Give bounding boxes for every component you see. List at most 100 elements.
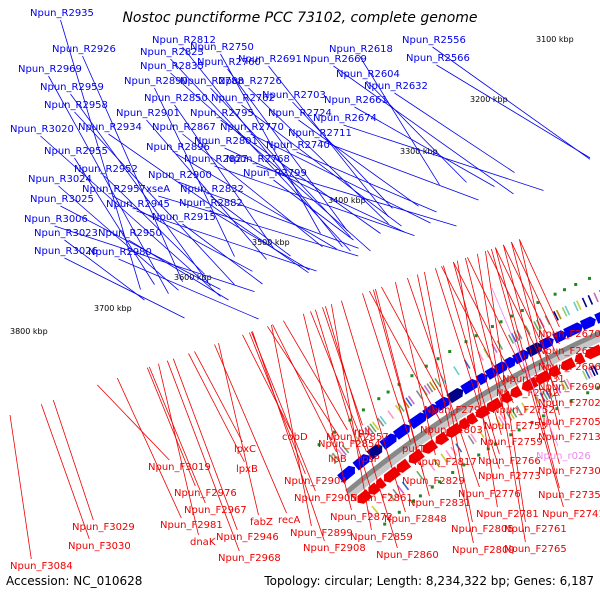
- forward-gene-leader: [74, 157, 155, 285]
- marker-dot: [383, 522, 387, 526]
- cog-feature: [445, 449, 453, 460]
- cog-feature: [498, 415, 505, 426]
- cog-feature: [426, 383, 434, 393]
- reverse-gene-feature: [466, 412, 479, 425]
- marker-dot: [361, 408, 365, 412]
- marker-dot: [530, 420, 534, 424]
- marker-dot: [412, 499, 415, 503]
- gene-label-npun-r2799: Npun_R2799: [243, 168, 307, 179]
- forward-gene-feature: [552, 330, 567, 344]
- gene-label-npun-f2713: Npun_F2713: [538, 432, 600, 443]
- gene-label-npun-r2632: Npun_R2632: [364, 81, 428, 92]
- cog-feature: [397, 402, 405, 412]
- gene-label-purt: purT: [402, 444, 426, 455]
- cog-feature: [339, 446, 347, 456]
- reverse-gene-leader: [373, 289, 430, 497]
- forward-gene-leader: [394, 92, 515, 173]
- marker-dot: [517, 428, 521, 432]
- reverse-gene-leader: [310, 311, 367, 453]
- reverse-gene-feature: [458, 417, 471, 430]
- cog-feature: [553, 311, 559, 321]
- cog-feature: [433, 458, 441, 468]
- marker-dot: [509, 433, 513, 437]
- gene-label-npun-f2860: Npun_F2860: [376, 550, 439, 561]
- forward-gene-leader: [432, 46, 591, 160]
- reverse-gene-feature: [535, 369, 552, 385]
- forward-gene-feature: [594, 312, 600, 324]
- forward-gene-feature: [484, 367, 498, 380]
- gene-label-dnak: dnaK: [190, 537, 216, 548]
- gene-label-npun-r2890: Npun_R2890: [124, 76, 188, 87]
- forward-gene-leader: [292, 101, 393, 209]
- forward-gene-feature: [337, 465, 355, 483]
- gene-label-npun-f3084: Npun_F3084: [10, 561, 73, 572]
- reverse-gene-leader: [485, 251, 526, 523]
- forward-gene-leader: [224, 147, 405, 233]
- gene-label-npun-r2801: Npun_R2801: [194, 136, 258, 147]
- cog-feature: [483, 348, 490, 358]
- forward-gene-labels: Npun_R2935 Npun_R2926 Npun_R2969 Npun_R2959…: [10, 8, 591, 320]
- forward-gene-leader: [136, 210, 317, 272]
- cog-feature: [371, 421, 380, 431]
- gene-label-npun-r2669: Npun_R2669: [303, 54, 367, 65]
- forward-gene-leader: [333, 65, 514, 195]
- reverse-gene-leader: [267, 326, 340, 438]
- cog-feature: [592, 365, 599, 375]
- gene-label-npun-r2867: Npun_R2867: [152, 122, 216, 133]
- gene-label-npun-r2980: Npun_R2980: [88, 247, 152, 258]
- forward-gene-feature: [579, 316, 596, 331]
- marker-dot: [410, 374, 414, 378]
- cog-feature: [450, 446, 458, 456]
- gene-label-npun-r2900: Npun_R2900: [148, 170, 212, 181]
- reverse-gene-feature: [574, 352, 586, 365]
- cog-feature: [590, 366, 596, 377]
- reverse-gene-leader: [214, 344, 287, 514]
- gene-label-npun-r2950: Npun_R2950: [98, 228, 162, 239]
- cog-feature: [584, 369, 591, 379]
- gene-label-npun-f2805: Npun_F2805: [451, 524, 514, 535]
- cog-feature: [533, 321, 540, 331]
- gene-label-npun-r2850: Npun_R2850: [144, 93, 208, 104]
- reverse-gene-leader: [477, 253, 526, 543]
- gene-label-npun-r3024: Npun_R3024: [28, 174, 92, 185]
- gene-label-npun-r2762: Npun_R2762: [211, 93, 275, 104]
- gene-label-npun-f2705: Npun_F2705: [538, 417, 600, 428]
- cog-feature: [508, 409, 515, 420]
- reverse-gene-leader: [417, 274, 474, 544]
- forward-gene-leader: [170, 72, 371, 252]
- cog-feature: [369, 423, 377, 433]
- gene-label-npun-f2976: Npun_F2976: [174, 488, 237, 499]
- reverse-gene-leader: [97, 384, 170, 461]
- gene-label-npun-f2817: Npun_F2817: [414, 457, 477, 468]
- genome-backbone: [345, 330, 600, 494]
- gene-label-npun-r2711: Npun_R2711: [288, 128, 352, 139]
- reverse-gene-leader: [218, 343, 259, 516]
- gene-label-npun-r2674: Npun_R2674: [313, 113, 377, 124]
- forward-gene-leader: [248, 87, 389, 224]
- reverse-gene-feature: [368, 482, 381, 495]
- reverse-gene-leader: [457, 260, 498, 508]
- marker-dot: [317, 443, 321, 447]
- marker-dot: [553, 292, 557, 296]
- marker-dot: [397, 510, 401, 514]
- cog-feature: [477, 351, 484, 361]
- forward-gene-leader: [82, 55, 183, 282]
- reverse-gene-leader: [491, 248, 564, 508]
- gene-label-npun-r2835: Npun_R2835: [140, 61, 204, 72]
- gene-label-npun-r3025: Npun_R3025: [30, 194, 94, 205]
- reverse-gene-leader: [495, 247, 560, 381]
- forward-gene-leader: [214, 165, 415, 236]
- reverse-gene-leader: [146, 367, 196, 487]
- cog-feature: [505, 411, 513, 421]
- reverse-gene-leader: [381, 286, 446, 404]
- gene-label-npun-f2857: Npun_F2857: [326, 432, 389, 443]
- cog-feature: [336, 448, 345, 458]
- marker-dot: [563, 288, 566, 292]
- reverse-gene-leader: [52, 399, 94, 521]
- marker-dot: [377, 397, 381, 401]
- cog-feature: [415, 390, 423, 400]
- gene-label-npun-f2946: Npun_F2946: [216, 532, 279, 543]
- cog-feature: [510, 408, 518, 418]
- reverse-gene-feature: [396, 458, 412, 473]
- marker-dot: [451, 471, 455, 474]
